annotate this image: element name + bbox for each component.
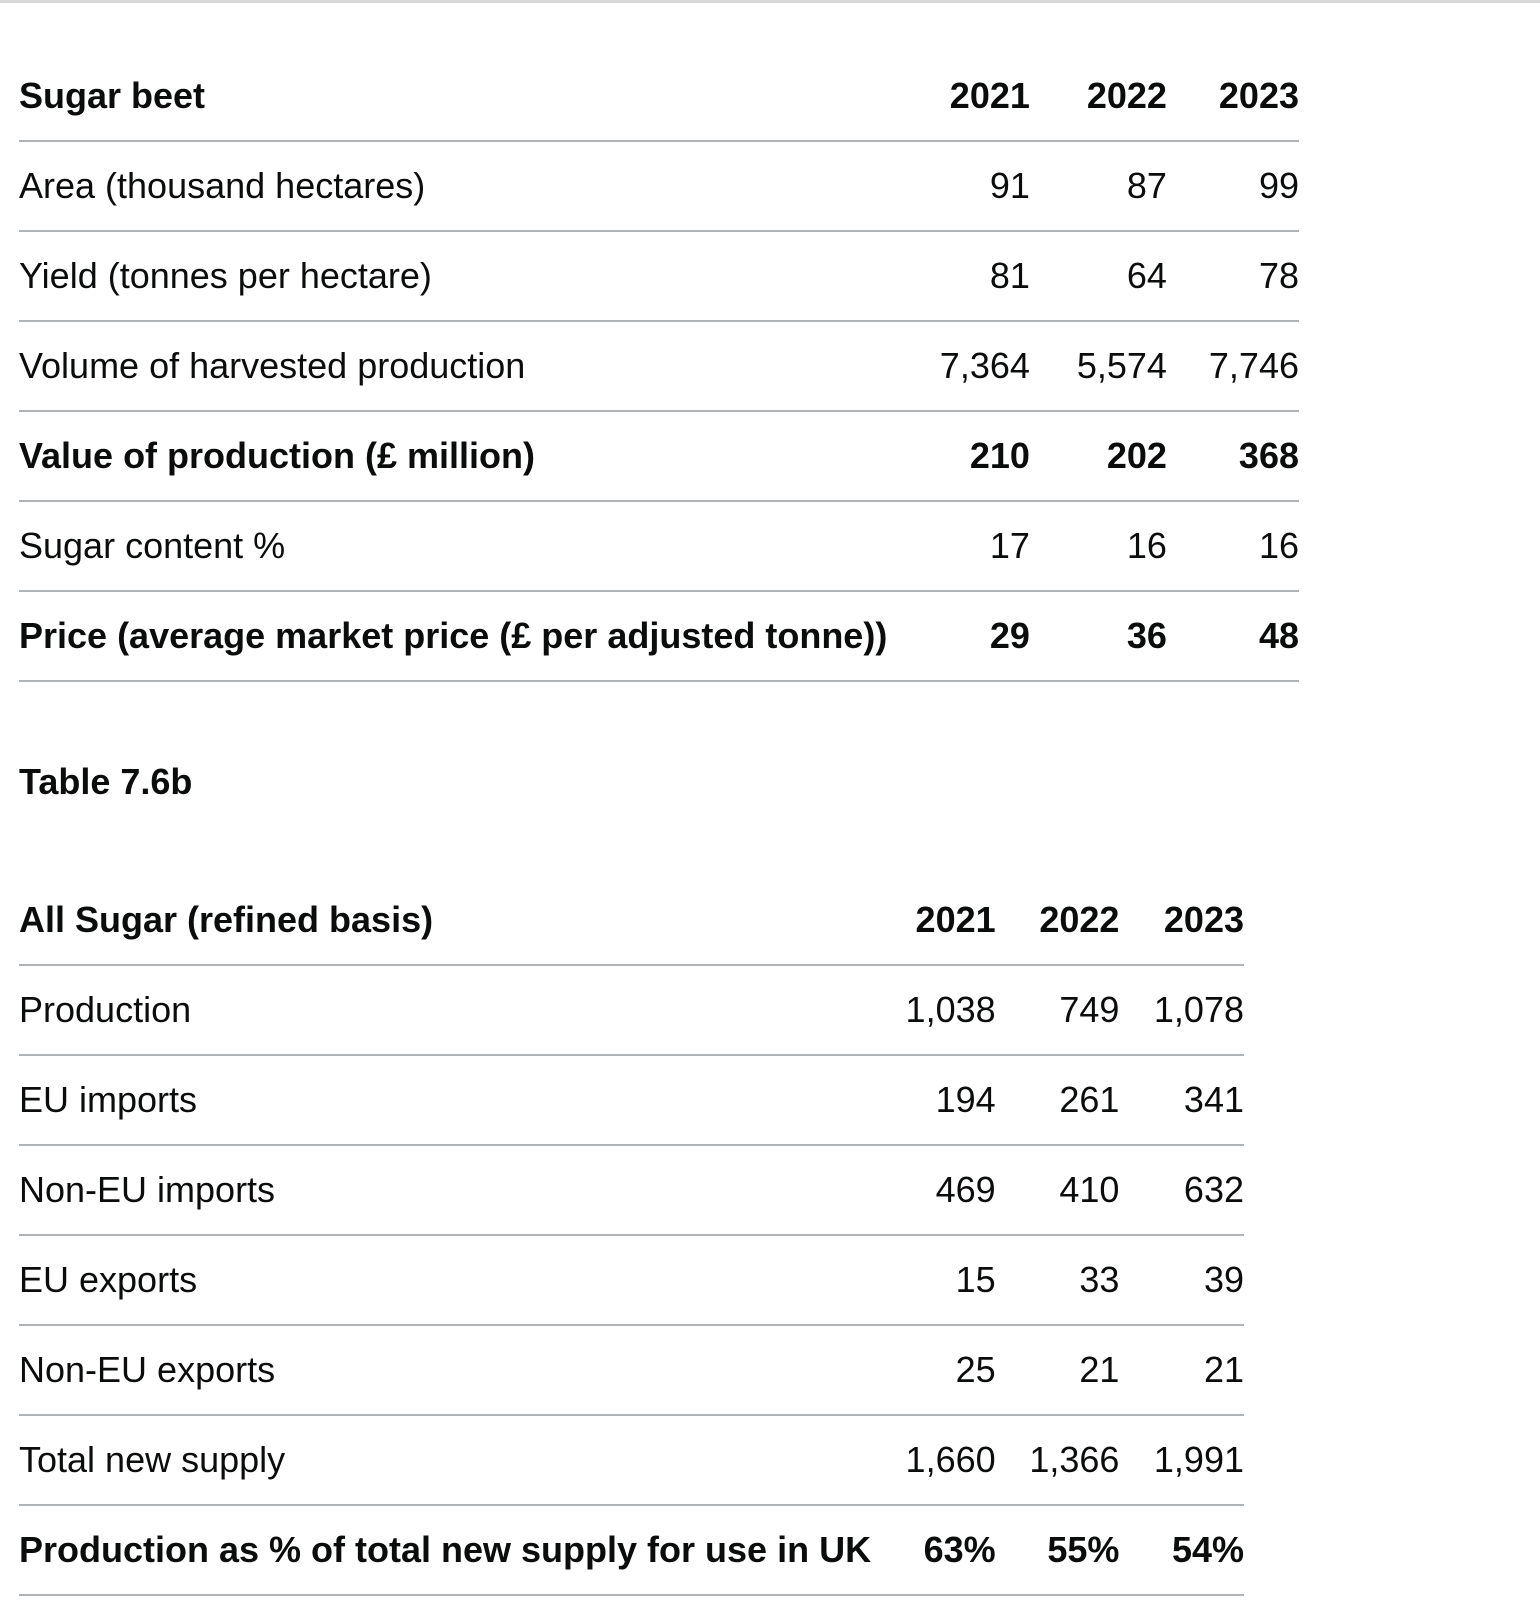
table-row: Production as % of total new supply for … bbox=[19, 1505, 1244, 1596]
row-label: Non-EU imports bbox=[19, 1145, 872, 1236]
row-label: Price (average market price (£ per adjus… bbox=[19, 591, 896, 682]
column-header-2021: 2021 bbox=[895, 52, 1030, 142]
column-header-label: Sugar beet bbox=[19, 52, 896, 142]
value-cell-2023: 48 bbox=[1166, 591, 1299, 682]
value-cell-2021: 7,364 bbox=[895, 321, 1030, 412]
value-cell-2022: 5,574 bbox=[1029, 321, 1167, 412]
value-cell-2023: 368 bbox=[1166, 411, 1299, 502]
value-cell-2023: 341 bbox=[1119, 1055, 1244, 1146]
row-label: Yield (tonnes per hectare) bbox=[19, 231, 896, 322]
value-cell-2023: 632 bbox=[1119, 1145, 1244, 1236]
table-body: Production 1,038 749 1,078 EU imports 194 261 3… bbox=[19, 965, 1244, 1596]
value-cell-2022: 64 bbox=[1029, 231, 1167, 322]
value-cell-2021: 29 bbox=[895, 591, 1030, 682]
table-row: Non-EU imports 469 410 632 bbox=[19, 1145, 1244, 1236]
row-label: Sugar content % bbox=[19, 501, 896, 592]
value-cell-2021: 17 bbox=[895, 501, 1030, 592]
table-row: Total new supply 1,660 1,366 1,991 bbox=[19, 1415, 1244, 1506]
row-label: Value of production (£ million) bbox=[19, 411, 896, 502]
row-label: Area (thousand hectares) bbox=[19, 141, 896, 232]
value-cell-2022: 16 bbox=[1029, 501, 1167, 592]
value-cell-2021: 81 bbox=[895, 231, 1030, 322]
table-header-row: Sugar beet 2021 2022 2023 bbox=[19, 52, 1299, 142]
top-divider bbox=[0, 0, 1540, 3]
table-title: Table 7.6b bbox=[19, 761, 193, 802]
sugar-beet-table: Sugar beet 2021 2022 2023 Area (thousand… bbox=[19, 52, 1299, 682]
row-label: Volume of harvested production bbox=[19, 321, 896, 412]
value-cell-2021: 1,660 bbox=[871, 1415, 996, 1506]
table-row: Volume of harvested production 7,364 5,574… bbox=[19, 321, 1299, 412]
all-sugar-table: All Sugar (refined basis) 2021 2022 2023… bbox=[19, 876, 1244, 1596]
value-cell-2023: 54% bbox=[1119, 1505, 1244, 1596]
value-cell-2023: 16 bbox=[1166, 501, 1299, 592]
value-cell-2021: 63% bbox=[871, 1505, 996, 1596]
row-label: Non-EU exports bbox=[19, 1325, 872, 1416]
value-cell-2022: 261 bbox=[995, 1055, 1120, 1146]
value-cell-2021: 25 bbox=[871, 1325, 996, 1416]
row-label: Total new supply bbox=[19, 1415, 872, 1506]
value-cell-2022: 410 bbox=[995, 1145, 1120, 1236]
value-cell-2021: 91 bbox=[895, 141, 1030, 232]
column-header-2023: 2023 bbox=[1119, 876, 1244, 966]
row-label: Production bbox=[19, 965, 872, 1056]
table-row: Sugar content % 17 16 16 bbox=[19, 501, 1299, 592]
table-body: Area (thousand hectares) 91 87 99 Yield (ton… bbox=[19, 141, 1299, 682]
value-cell-2022: 21 bbox=[995, 1325, 1120, 1416]
value-cell-2023: 78 bbox=[1166, 231, 1299, 322]
column-header-label: All Sugar (refined basis) bbox=[19, 876, 872, 966]
table-row: Yield (tonnes per hectare) 81 64 78 bbox=[19, 231, 1299, 322]
table-row: Non-EU exports 25 21 21 bbox=[19, 1325, 1244, 1416]
column-header-2022: 2022 bbox=[995, 876, 1120, 966]
value-cell-2022: 87 bbox=[1029, 141, 1167, 232]
value-cell-2023: 21 bbox=[1119, 1325, 1244, 1416]
column-header-2022: 2022 bbox=[1029, 52, 1167, 142]
table-row: Production 1,038 749 1,078 bbox=[19, 965, 1244, 1056]
table-row: EU exports 15 33 39 bbox=[19, 1235, 1244, 1326]
value-cell-2021: 194 bbox=[871, 1055, 996, 1146]
value-cell-2022: 1,366 bbox=[995, 1415, 1120, 1506]
value-cell-2021: 15 bbox=[871, 1235, 996, 1326]
table-row: Area (thousand hectares) 91 87 99 bbox=[19, 141, 1299, 232]
value-cell-2023: 1,078 bbox=[1119, 965, 1244, 1056]
row-label: EU exports bbox=[19, 1235, 872, 1326]
value-cell-2023: 7,746 bbox=[1166, 321, 1299, 412]
value-cell-2022: 202 bbox=[1029, 411, 1167, 502]
value-cell-2022: 55% bbox=[995, 1505, 1120, 1596]
value-cell-2021: 469 bbox=[871, 1145, 996, 1236]
table-row: EU imports 194 261 341 bbox=[19, 1055, 1244, 1146]
row-label: Production as % of total new supply for … bbox=[19, 1505, 872, 1596]
value-cell-2023: 99 bbox=[1166, 141, 1299, 232]
table-row: Value of production (£ million) 210 202 368 bbox=[19, 411, 1299, 502]
table-header-row: All Sugar (refined basis) 2021 2022 2023 bbox=[19, 876, 1244, 966]
value-cell-2021: 1,038 bbox=[871, 965, 996, 1056]
column-header-2023: 2023 bbox=[1166, 52, 1299, 142]
value-cell-2022: 749 bbox=[995, 965, 1120, 1056]
row-label: EU imports bbox=[19, 1055, 872, 1146]
value-cell-2022: 33 bbox=[995, 1235, 1120, 1326]
value-cell-2023: 39 bbox=[1119, 1235, 1244, 1326]
value-cell-2023: 1,991 bbox=[1119, 1415, 1244, 1506]
column-header-2021: 2021 bbox=[871, 876, 996, 966]
table-row: Price (average market price (£ per adjus… bbox=[19, 591, 1299, 682]
value-cell-2021: 210 bbox=[895, 411, 1030, 502]
value-cell-2022: 36 bbox=[1029, 591, 1167, 682]
